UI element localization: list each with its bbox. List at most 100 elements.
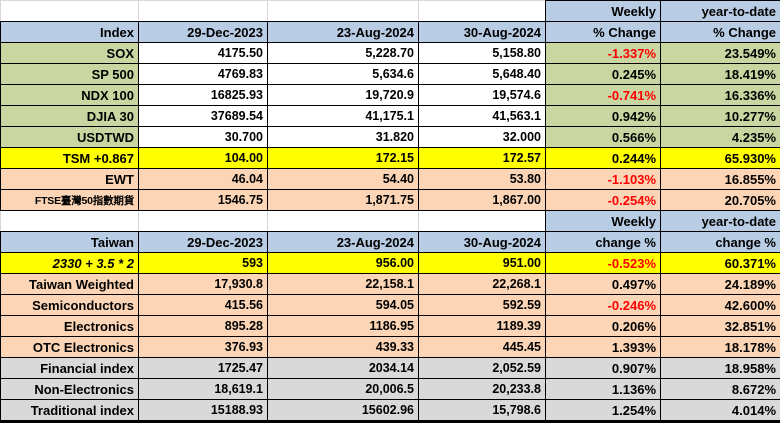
col-header-date1[interactable]: 29-Dec-2023 [138,231,268,253]
value-cell[interactable]: 1725.47 [138,357,268,379]
blank-cell[interactable] [418,0,546,22]
value-cell[interactable]: 5,648.40 [418,63,546,85]
weekly-change-cell[interactable]: 1.136% [545,378,661,400]
blank-cell[interactable] [138,0,268,22]
col-header-ytd-change[interactable]: % Change [660,21,780,43]
value-cell[interactable]: 20,233.8 [418,378,546,400]
weekly-change-cell[interactable]: -1.337% [545,42,661,64]
value-cell[interactable]: 593 [138,252,268,274]
value-cell[interactable]: 53.80 [418,168,546,190]
value-cell[interactable]: 46.04 [138,168,268,190]
value-cell[interactable]: 16825.93 [138,84,268,106]
weekly-change-cell[interactable]: 0.244% [545,147,661,169]
ytd-change-cell[interactable]: 10.277% [660,105,780,127]
row-label-cell[interactable]: OTC Electronics [0,336,139,358]
ytd-change-cell[interactable]: 65.930% [660,147,780,169]
weekly-change-cell[interactable]: 1.393% [545,336,661,358]
col-header-index[interactable]: Index [0,21,139,43]
weekly-change-cell[interactable]: -0.741% [545,84,661,106]
ytd-change-cell[interactable]: 4.235% [660,126,780,148]
weekly-change-cell[interactable]: 0.907% [545,357,661,379]
ytd-change-cell[interactable]: 8.672% [660,378,780,400]
row-label-cell[interactable]: TSM +0.867 [0,147,139,169]
col-header-date2[interactable]: 23-Aug-2024 [267,231,419,253]
blank-cell[interactable] [0,210,139,232]
value-cell[interactable]: 19,574.6 [418,84,546,106]
ytd-group-header[interactable]: year-to-date [660,210,780,232]
value-cell[interactable]: 15,798.6 [418,399,546,423]
value-cell[interactable]: 172.15 [267,147,419,169]
ytd-change-cell[interactable]: 4.014% [660,399,780,423]
value-cell[interactable]: 5,228.70 [267,42,419,64]
value-cell[interactable]: 19,720.9 [267,84,419,106]
weekly-change-cell[interactable]: -0.246% [545,294,661,316]
weekly-change-cell[interactable]: 0.566% [545,126,661,148]
weekly-change-cell[interactable]: -0.523% [545,252,661,274]
value-cell[interactable]: 445.45 [418,336,546,358]
ytd-group-header[interactable]: year-to-date [660,0,780,22]
weekly-change-cell[interactable]: 0.497% [545,273,661,295]
value-cell[interactable]: 376.93 [138,336,268,358]
value-cell[interactable]: 22,158.1 [267,273,419,295]
ytd-change-cell[interactable]: 23.549% [660,42,780,64]
ytd-change-cell[interactable]: 18.419% [660,63,780,85]
value-cell[interactable]: 439.33 [267,336,419,358]
col-header-ytd-change[interactable]: change % [660,231,780,253]
col-header-date2[interactable]: 23-Aug-2024 [267,21,419,43]
col-header-date3[interactable]: 30-Aug-2024 [418,21,546,43]
blank-cell[interactable] [0,0,139,22]
value-cell[interactable]: 17,930.8 [138,273,268,295]
row-label-cell[interactable]: FTSE臺灣50指數期貨 [0,189,139,211]
row-label-cell[interactable]: NDX 100 [0,84,139,106]
weekly-change-cell[interactable]: 1.254% [545,399,661,423]
weekly-change-cell[interactable]: -1.103% [545,168,661,190]
row-label-cell[interactable]: Electronics [0,315,139,337]
blank-cell[interactable] [267,0,419,22]
value-cell[interactable]: 37689.54 [138,105,268,127]
value-cell[interactable]: 41,563.1 [418,105,546,127]
col-header-weekly-change[interactable]: % Change [545,21,661,43]
weekly-change-cell[interactable]: -0.254% [545,189,661,211]
value-cell[interactable]: 54.40 [267,168,419,190]
value-cell[interactable]: 1,867.00 [418,189,546,211]
value-cell[interactable]: 2034.14 [267,357,419,379]
value-cell[interactable]: 15188.93 [138,399,268,423]
value-cell[interactable]: 415.56 [138,294,268,316]
value-cell[interactable]: 5,634.6 [267,63,419,85]
value-cell[interactable]: 31.820 [267,126,419,148]
ytd-change-cell[interactable]: 18.958% [660,357,780,379]
ytd-change-cell[interactable]: 32.851% [660,315,780,337]
row-label-cell[interactable]: Traditional index [0,399,139,423]
row-label-cell[interactable]: Financial index [0,357,139,379]
blank-cell[interactable] [418,210,546,232]
value-cell[interactable]: 20,006.5 [267,378,419,400]
ytd-change-cell[interactable]: 60.371% [660,252,780,274]
row-label-cell[interactable]: SP 500 [0,63,139,85]
value-cell[interactable]: 956.00 [267,252,419,274]
row-label-cell[interactable]: Taiwan Weighted [0,273,139,295]
value-cell[interactable]: 5,158.80 [418,42,546,64]
value-cell[interactable]: 18,619.1 [138,378,268,400]
row-label-cell[interactable]: EWT [0,168,139,190]
row-label-cell[interactable]: DJIA 30 [0,105,139,127]
ytd-change-cell[interactable]: 24.189% [660,273,780,295]
ytd-change-cell[interactable]: 16.336% [660,84,780,106]
value-cell[interactable]: 30.700 [138,126,268,148]
value-cell[interactable]: 1546.75 [138,189,268,211]
value-cell[interactable]: 1189.39 [418,315,546,337]
value-cell[interactable]: 104.00 [138,147,268,169]
weekly-group-header[interactable]: Weekly [545,0,661,22]
value-cell[interactable]: 4769.83 [138,63,268,85]
weekly-change-cell[interactable]: 0.206% [545,315,661,337]
value-cell[interactable]: 41,175.1 [267,105,419,127]
ytd-change-cell[interactable]: 18.178% [660,336,780,358]
value-cell[interactable]: 32.000 [418,126,546,148]
ytd-change-cell[interactable]: 20.705% [660,189,780,211]
row-label-cell[interactable]: USDTWD [0,126,139,148]
col-header-date3[interactable]: 30-Aug-2024 [418,231,546,253]
value-cell[interactable]: 594.05 [267,294,419,316]
row-label-cell[interactable]: Semiconductors [0,294,139,316]
value-cell[interactable]: 592.59 [418,294,546,316]
blank-cell[interactable] [138,210,268,232]
row-label-cell[interactable]: SOX [0,42,139,64]
